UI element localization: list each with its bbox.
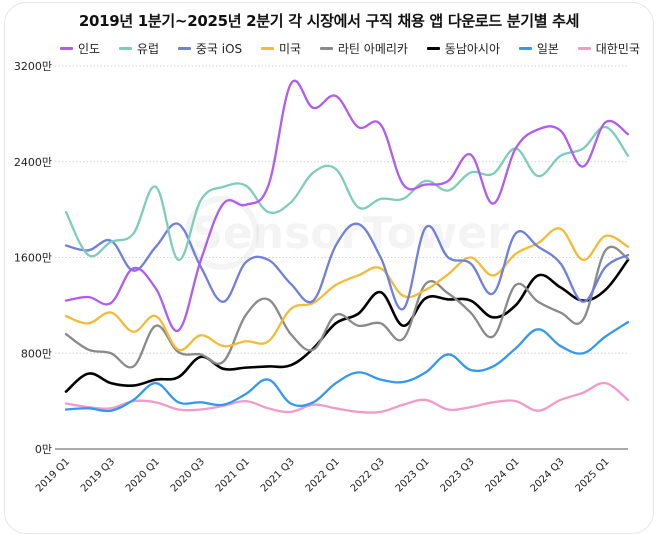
legend-swatch [518, 47, 532, 50]
x-tick-label: 2022 Q3 [349, 456, 387, 494]
x-tick-label: 2024 Q3 [529, 456, 567, 494]
legend-label: 유럽 [136, 42, 160, 56]
x-tick-label: 2021 Q3 [259, 456, 297, 494]
legend-item[interactable]: 일본 [518, 40, 559, 57]
x-tick-label: 2022 Q1 [304, 456, 342, 494]
legend-swatch [319, 47, 333, 50]
legend-label: 미국 [278, 42, 302, 56]
legend-swatch [426, 47, 440, 50]
y-tick-label: 2400만 [14, 156, 52, 169]
x-tick-label: 2025 Q1 [574, 456, 612, 494]
legend-label: 중국 iOS [195, 42, 243, 56]
series-line-2 [64, 125, 630, 262]
legend-item[interactable]: 미국 [260, 40, 302, 57]
x-tick-label: 2024 Q1 [484, 456, 522, 494]
legend-swatch [118, 47, 132, 50]
legend-item[interactable]: 중국 iOS [177, 40, 243, 57]
series-line-7 [64, 320, 630, 413]
series-line-1 [64, 79, 630, 332]
watermark-logo-icon [185, 196, 259, 270]
y-tick-label: 1600만 [14, 252, 52, 265]
legend-swatch [60, 47, 73, 50]
legend-swatch [260, 47, 274, 50]
x-tick-label: 2020 Q3 [169, 456, 207, 494]
x-tick-label: 2021 Q1 [214, 456, 252, 494]
legend-label: 라틴 아메리카 [337, 42, 408, 56]
legend-label: 동남아시아 [444, 42, 500, 56]
legend-item[interactable]: 인도 [60, 40, 100, 57]
chart-card [4, 2, 654, 534]
y-tick-label: 3200만 [14, 60, 52, 73]
legend-item[interactable]: 대한민국 [577, 40, 640, 57]
legend-item[interactable]: 라틴 아메리카 [319, 40, 408, 57]
legend-item[interactable]: 유럽 [118, 40, 160, 57]
legend-label: 인도 [78, 42, 101, 56]
legend-swatch [577, 47, 591, 50]
x-tick-label: 2020 Q1 [124, 456, 162, 494]
series-line-3 [64, 222, 630, 311]
series-line-8 [64, 381, 630, 414]
chart-title: 2019년 1분기~2025년 2분기 각 시장에서 구직 채용 앱 다운로드 … [78, 12, 580, 30]
y-tick-label: 800만 [21, 347, 52, 360]
legend: 인도 유럽 중국 iOS 미국 라틴 아메리카 동남아시아 일본 대한민국 [60, 40, 640, 57]
legend-label: 일본 [536, 42, 559, 56]
x-tick-label: 2023 Q3 [439, 456, 477, 494]
y-tick-label: 0만 [35, 443, 52, 456]
legend-label: 대한민국 [595, 42, 640, 56]
x-tick-label: 2023 Q1 [394, 456, 432, 494]
x-tick-label: 2019 Q1 [34, 456, 72, 494]
series-line-5 [64, 245, 630, 369]
x-tick-label: 2019 Q3 [79, 456, 117, 494]
legend-swatch [177, 47, 191, 50]
watermark: SensorTower [191, 208, 509, 259]
legend-item[interactable]: 동남아시아 [426, 40, 500, 57]
